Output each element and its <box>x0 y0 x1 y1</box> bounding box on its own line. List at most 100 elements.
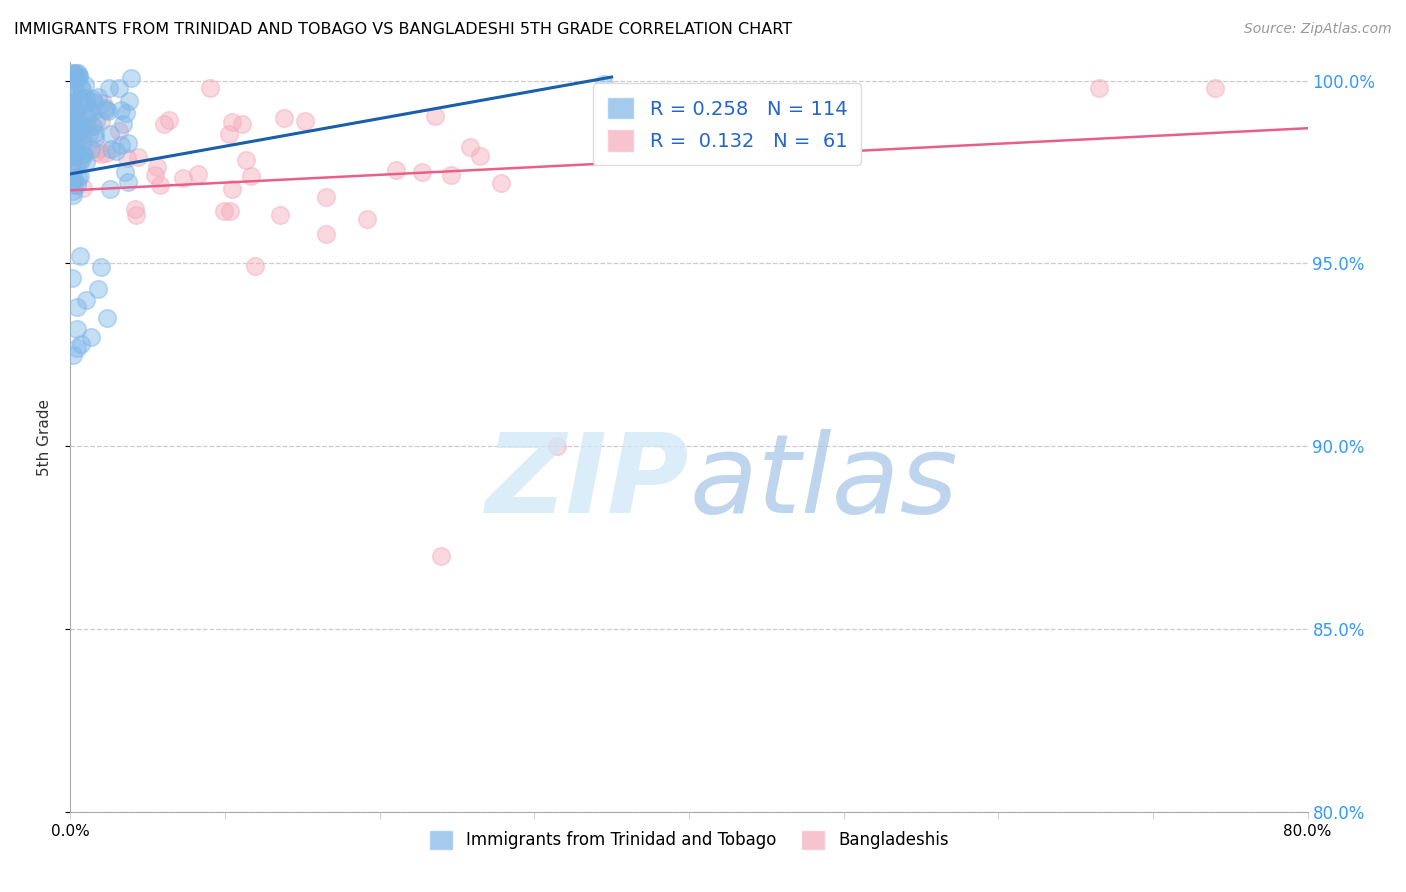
Point <box>75 107 97 121</box>
Point <box>63 128 86 143</box>
Text: atlas: atlas <box>689 428 957 535</box>
Point <box>83 131 105 145</box>
Point <box>60 123 83 137</box>
Point <box>125 208 148 222</box>
Point <box>94 103 117 117</box>
Point <box>439 168 461 182</box>
Point <box>82 119 104 133</box>
Point <box>121 71 143 86</box>
Point <box>110 137 132 152</box>
Point <box>218 203 240 218</box>
Point <box>62 88 84 103</box>
Point <box>172 170 194 185</box>
Point <box>198 81 221 95</box>
Point <box>69 337 91 351</box>
Point <box>90 114 112 128</box>
Point <box>59 144 82 158</box>
Point <box>72 120 94 135</box>
Point <box>72 135 94 149</box>
Point <box>460 140 482 154</box>
Point <box>98 182 121 196</box>
Point <box>385 162 408 177</box>
Point <box>62 184 84 198</box>
Legend: Immigrants from Trinidad and Tobago, Bangladeshis: Immigrants from Trinidad and Tobago, Ban… <box>419 821 959 860</box>
Point <box>411 164 433 178</box>
Point <box>66 113 89 128</box>
Text: IMMIGRANTS FROM TRINIDAD AND TOBAGO VS BANGLADESHI 5TH GRADE CORRELATION CHART: IMMIGRANTS FROM TRINIDAD AND TOBAGO VS B… <box>14 22 792 37</box>
Point <box>67 158 90 172</box>
Point <box>356 212 378 227</box>
Point <box>97 104 120 119</box>
Point <box>96 145 118 160</box>
Point <box>76 96 98 111</box>
Point <box>104 145 127 159</box>
Point <box>62 112 84 127</box>
Point <box>84 145 107 160</box>
Text: Source: ZipAtlas.com: Source: ZipAtlas.com <box>1244 22 1392 37</box>
Point <box>69 95 91 109</box>
Point <box>65 147 87 161</box>
Point <box>72 181 94 195</box>
Point <box>67 69 90 83</box>
Point <box>63 102 86 116</box>
Point <box>59 124 82 138</box>
Point <box>423 108 446 122</box>
Point <box>67 70 90 85</box>
Point <box>73 146 96 161</box>
Point <box>62 143 84 157</box>
Point <box>69 249 91 263</box>
Point <box>187 167 209 181</box>
Point <box>66 301 89 315</box>
Point <box>75 155 97 169</box>
Point <box>62 120 84 135</box>
Point <box>60 66 83 80</box>
Point <box>75 293 97 307</box>
Point <box>66 155 89 169</box>
Point <box>63 66 86 80</box>
Point <box>62 115 84 129</box>
Point <box>62 125 84 139</box>
Point <box>62 125 84 139</box>
Point <box>69 121 91 136</box>
Point <box>489 176 512 190</box>
Point <box>91 96 114 111</box>
Point <box>60 137 83 152</box>
Point <box>231 117 253 131</box>
Point <box>235 153 257 167</box>
Point <box>115 151 138 165</box>
Point <box>127 149 149 163</box>
Point <box>111 117 134 131</box>
Point <box>547 439 569 453</box>
Point <box>77 105 100 120</box>
Point <box>60 161 83 176</box>
Point <box>70 152 93 166</box>
Point <box>73 78 96 92</box>
Point <box>60 95 83 110</box>
Point <box>90 260 112 274</box>
Point <box>65 144 87 158</box>
Point <box>60 95 83 109</box>
Point <box>66 122 89 136</box>
Point <box>83 126 105 140</box>
Point <box>80 105 103 120</box>
Point <box>60 150 83 164</box>
Point <box>66 128 89 143</box>
Point <box>60 148 83 162</box>
Point <box>152 117 174 131</box>
Point <box>149 178 172 193</box>
Point <box>60 119 83 133</box>
Point <box>115 106 138 120</box>
Point <box>62 78 84 93</box>
Point <box>114 165 136 179</box>
Point <box>66 341 89 355</box>
Point <box>96 311 118 326</box>
Point <box>124 202 146 216</box>
Point <box>76 111 98 125</box>
Point <box>86 90 108 104</box>
Point <box>65 136 87 151</box>
Point <box>87 282 110 296</box>
Point <box>60 71 83 86</box>
Point <box>75 91 97 105</box>
Point <box>269 208 291 222</box>
Point <box>77 127 100 141</box>
